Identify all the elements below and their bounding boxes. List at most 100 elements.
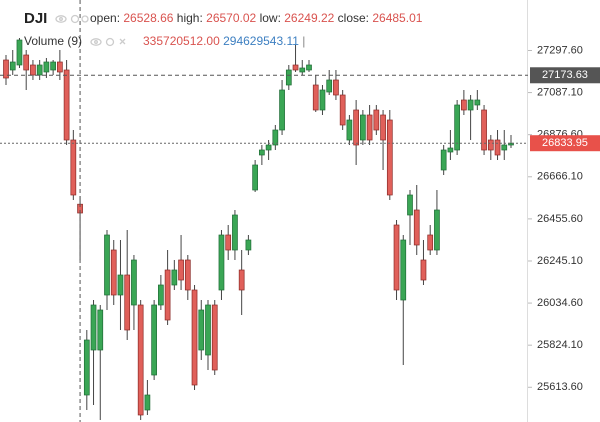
- candle-body: [312, 84, 319, 111]
- last-price-box: [530, 135, 600, 152]
- close-value: 26485.01: [372, 11, 422, 25]
- candle-body: [360, 114, 366, 141]
- open-value: 26528.66: [123, 11, 173, 25]
- candle-body: [259, 149, 265, 156]
- candle-body: [440, 149, 447, 171]
- candle-body: [225, 234, 232, 251]
- candle-body: [265, 144, 272, 151]
- y-tick-label: 26666.10: [537, 171, 583, 183]
- candle-body: [461, 99, 467, 111]
- candle-body: [218, 234, 225, 291]
- candle-body: [131, 259, 137, 306]
- separator: |: [302, 34, 305, 48]
- candle-body: [333, 79, 339, 96]
- candle-body: [393, 224, 400, 291]
- y-tick-label: 26245.10: [537, 255, 583, 267]
- candle-body: [137, 304, 144, 416]
- candle-body: [454, 104, 460, 151]
- candle-body: [380, 114, 386, 141]
- y-tick-label: 26455.60: [537, 213, 583, 225]
- candle-body: [117, 274, 124, 296]
- candle-body: [285, 69, 292, 86]
- candle-body: [144, 394, 151, 411]
- crosshair-label-box: [530, 67, 600, 84]
- ohlc-legend: open: 26528.66 high: 26570.02 low: 26249…: [90, 11, 423, 25]
- candle-body: [407, 194, 413, 216]
- legend-icons: [55, 14, 126, 47]
- low-label: low:: [260, 11, 281, 25]
- candle-body: [70, 139, 77, 196]
- candle-body: [198, 309, 205, 351]
- candle-body: [339, 94, 346, 126]
- volume-value: 335720512.00: [143, 34, 220, 48]
- y-tick-label: 27297.60: [537, 44, 583, 56]
- candle-body: [158, 284, 164, 306]
- y-tick-label: 25824.10: [537, 339, 583, 351]
- candle-body: [474, 99, 481, 106]
- candle-body: [245, 239, 252, 251]
- candle-body: [400, 239, 407, 301]
- candle-body: [57, 61, 63, 73]
- candle-body: [272, 129, 279, 146]
- candle-body: [23, 54, 30, 71]
- candle-body: [487, 139, 494, 151]
- candle-body: [151, 304, 157, 376]
- candle-body: [494, 139, 501, 156]
- candle-body: [63, 69, 70, 141]
- candle-body: [36, 64, 43, 76]
- plot: [3, 38, 514, 420]
- candle-body: [124, 274, 131, 331]
- candle-body: [386, 119, 393, 196]
- crosshair-label: 27173.63: [542, 69, 588, 81]
- volume-legend: 335720512.00 294629543.11 |: [143, 34, 305, 48]
- candle-body: [252, 164, 258, 191]
- high-value: 26570.02: [206, 11, 256, 25]
- candle-body: [83, 339, 90, 396]
- candle-body: [481, 109, 487, 151]
- candle-body: [16, 39, 23, 66]
- symbol: DJI: [24, 10, 47, 27]
- candle-body: [97, 309, 104, 351]
- candle-body: [508, 142, 514, 146]
- candle-body: [467, 99, 474, 111]
- candle-body: [420, 259, 427, 281]
- candle-body: [447, 147, 454, 153]
- candle-body: [238, 269, 245, 291]
- candle-body: [501, 144, 508, 151]
- candle-body: [366, 114, 373, 141]
- candle-body: [413, 209, 420, 246]
- y-tick-label: 26034.60: [537, 297, 583, 309]
- open-label: open:: [90, 11, 120, 25]
- candle-body: [326, 79, 333, 93]
- candle-body: [306, 64, 312, 71]
- candle-body: [346, 119, 353, 141]
- candle-body: [171, 269, 178, 286]
- candle-body: [191, 289, 198, 386]
- candle-body: [292, 64, 299, 71]
- volume-ma-value: 294629543.11: [223, 34, 299, 48]
- candle-body: [50, 61, 56, 71]
- close-label: close:: [338, 11, 369, 25]
- candle-body: [211, 304, 218, 371]
- candle-body: [110, 249, 117, 296]
- candle-body: [434, 209, 440, 251]
- candle-body: [353, 109, 359, 146]
- candle-body: [184, 259, 191, 291]
- candle-body: [3, 59, 9, 79]
- candle-body: [9, 61, 16, 71]
- last-price-label: 26833.95: [542, 137, 588, 149]
- candle-body: [164, 269, 171, 321]
- candle-body: [104, 234, 110, 296]
- candle-body: [427, 234, 434, 251]
- candle-body: [43, 61, 50, 73]
- y-tick-label: 25613.60: [537, 381, 583, 393]
- header: DJI open: 26528.66 high: 26570.02 low: 2…: [24, 10, 423, 48]
- candle-body: [205, 304, 211, 356]
- candle-body: [90, 304, 97, 351]
- candle-body: [232, 214, 238, 251]
- volume-label: Volume (9): [24, 34, 82, 48]
- candle-body: [299, 67, 306, 73]
- candle-body: [30, 64, 36, 76]
- candle-body: [178, 259, 184, 281]
